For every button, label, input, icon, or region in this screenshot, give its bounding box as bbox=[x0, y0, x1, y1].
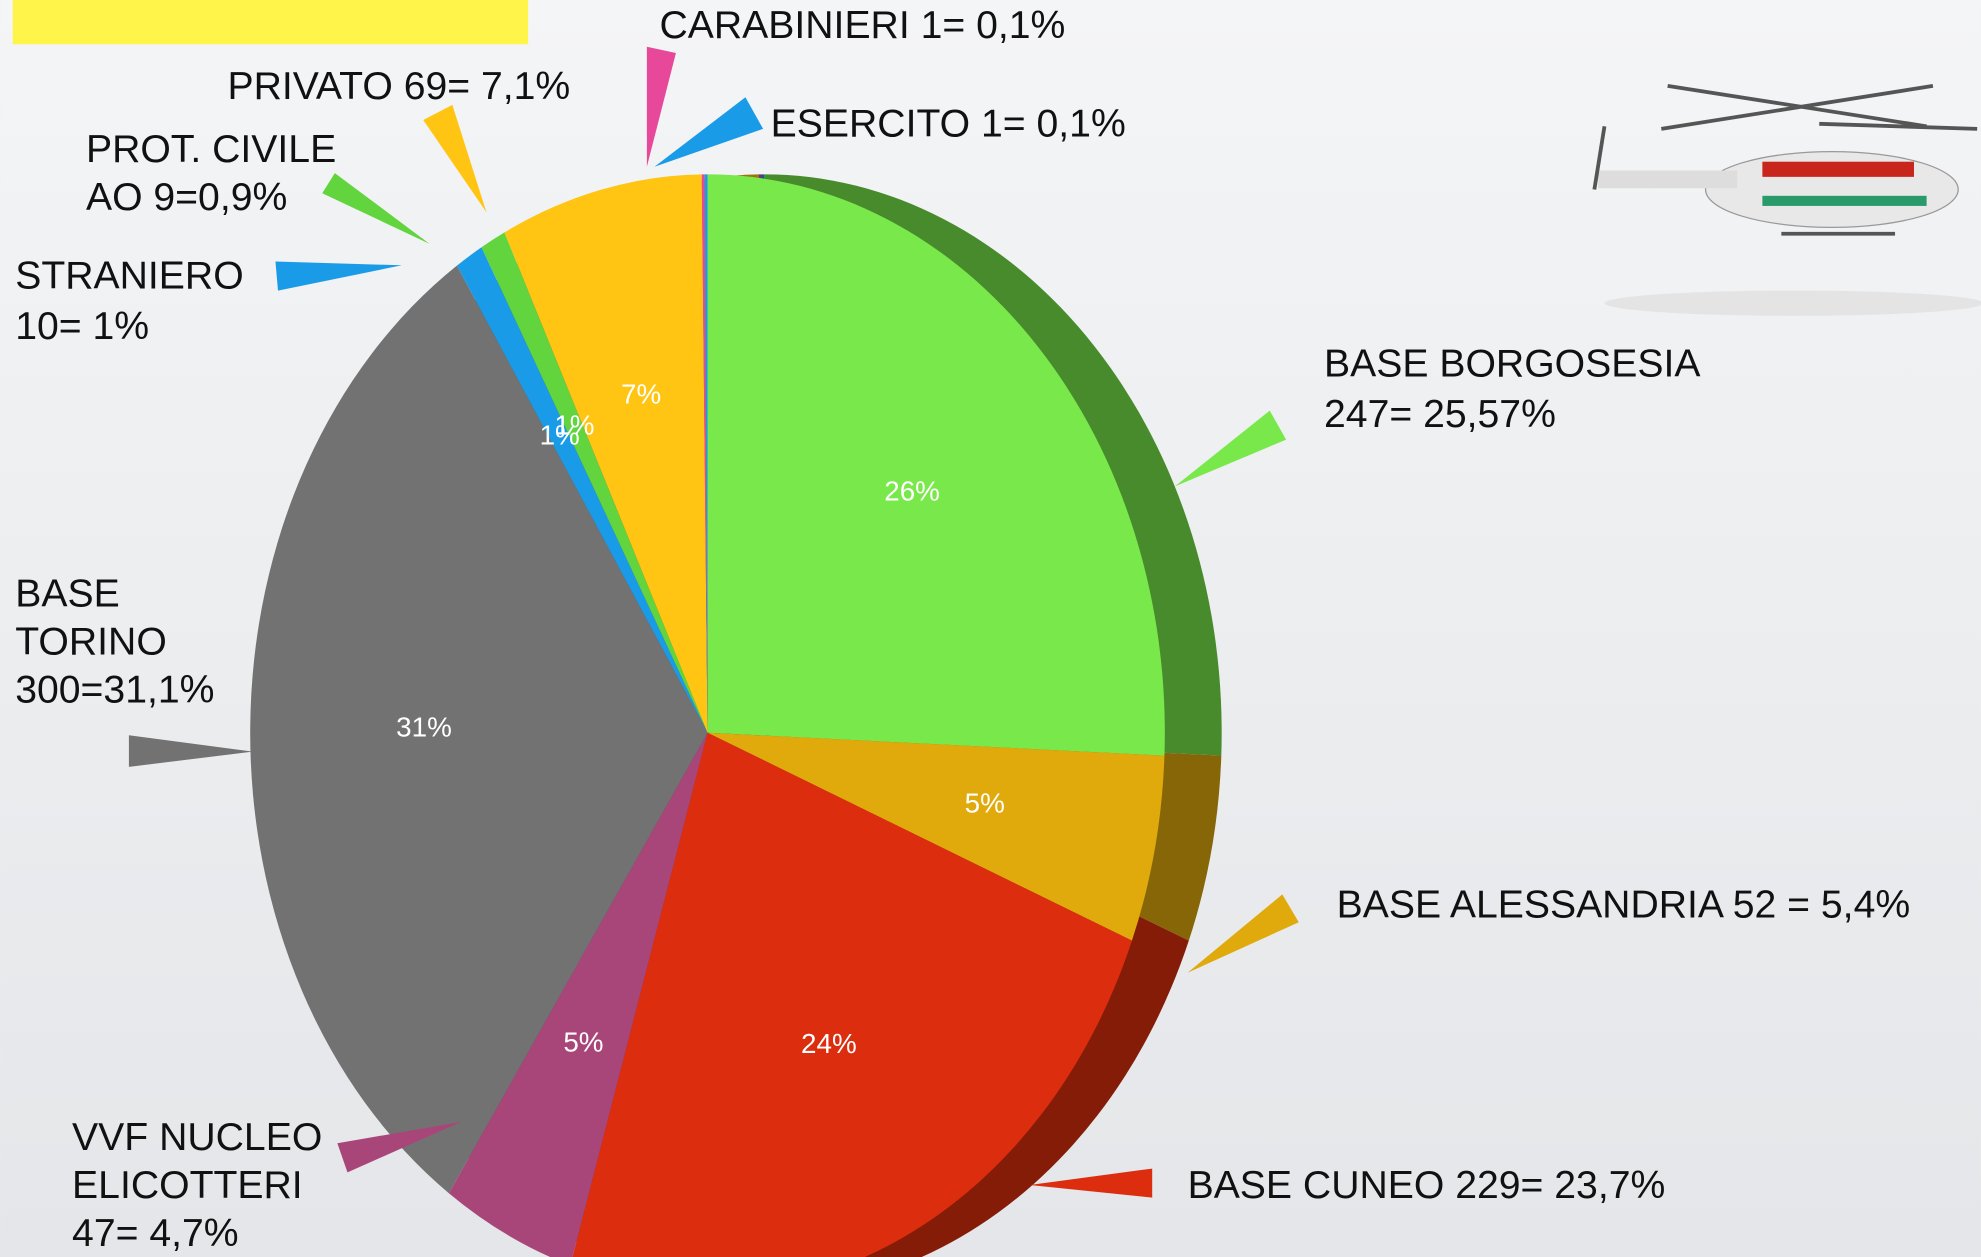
value-label: 1% bbox=[554, 409, 594, 440]
slice-label: 10= 1% bbox=[15, 305, 149, 348]
chart: 26% BASE BORGOSESIA 247= 25,57% 5% BASE ALES… bbox=[0, 0, 1981, 1257]
slice-label: ELICOTTERI bbox=[72, 1164, 303, 1207]
slice-label: BASE CUNEO 229= 23,7% bbox=[1188, 1164, 1666, 1207]
slice-label: ESERCITO 1= 0,1% bbox=[771, 103, 1126, 146]
slice-label: AO 9=0,9% bbox=[86, 176, 287, 219]
page: {"chart_data": {"type": "pie", "categori… bbox=[0, 0, 1981, 1257]
value-label: 5% bbox=[965, 788, 1005, 819]
slice-label: 247= 25,57% bbox=[1324, 393, 1556, 436]
slice-label: 47= 4,7% bbox=[72, 1212, 239, 1255]
slice-label: PRIVATO 69= 7,1% bbox=[227, 65, 570, 108]
value-label: 5% bbox=[563, 1026, 603, 1057]
slice-label: BASE BORGOSESIA bbox=[1324, 343, 1701, 386]
slice-label: 300=31,1% bbox=[15, 669, 214, 712]
slice-label: BASE bbox=[15, 573, 119, 616]
highlight-box bbox=[13, 0, 528, 44]
value-label: 24% bbox=[801, 1028, 857, 1059]
slice-label: BASE ALESSANDRIA 52 = 5,4% bbox=[1337, 883, 1911, 926]
slice-label: STRANIERO bbox=[15, 254, 243, 297]
value-label: 31% bbox=[396, 711, 452, 742]
slice-label: PROT. CIVILE bbox=[86, 128, 336, 171]
value-label: 26% bbox=[884, 475, 940, 506]
value-label: 7% bbox=[621, 378, 661, 409]
slice-label: VVF NUCLEO bbox=[72, 1116, 322, 1159]
slice-label: CARABINIERI 1= 0,1% bbox=[660, 4, 1066, 47]
slice-label: TORINO bbox=[15, 621, 167, 664]
pie bbox=[250, 174, 1165, 1257]
